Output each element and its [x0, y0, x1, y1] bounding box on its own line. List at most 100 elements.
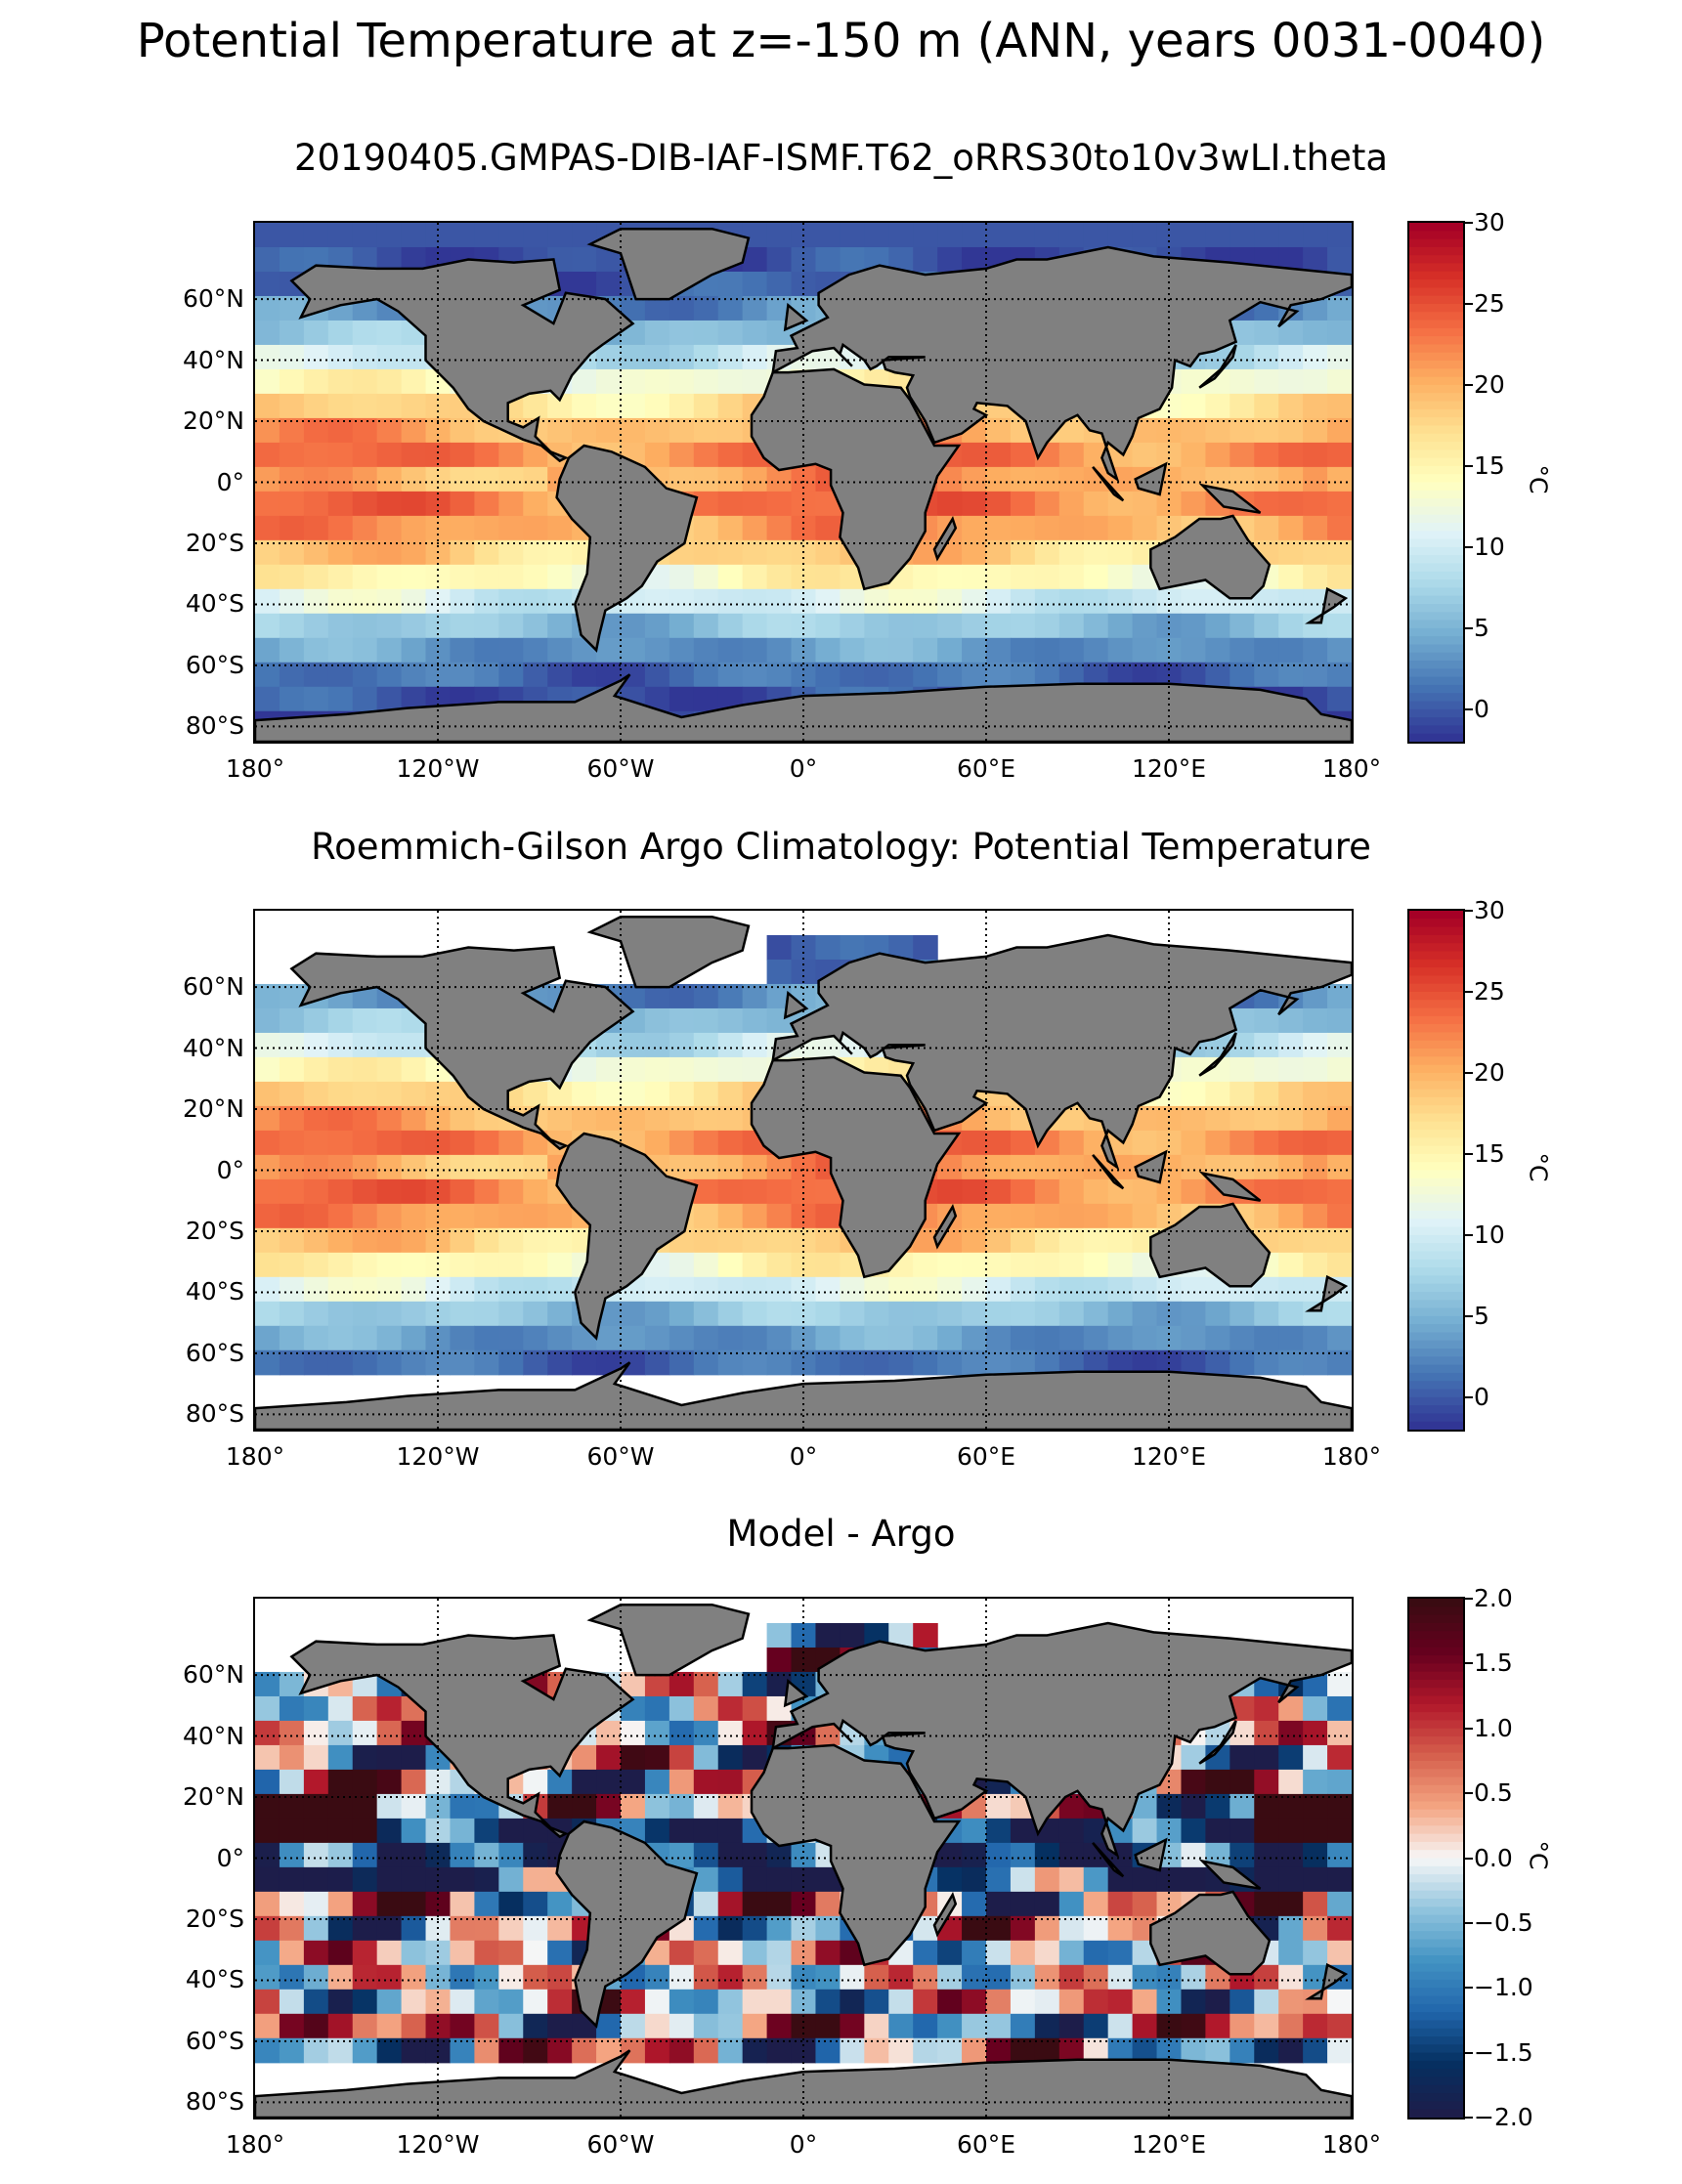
heat-cell: [1181, 368, 1206, 395]
heat-cell: [1303, 1154, 1328, 1180]
heat-cell: [1278, 2013, 1304, 2039]
heat-cell: [864, 637, 889, 664]
heat-cell: [1327, 1940, 1352, 1966]
colorbar-segment: [1409, 1275, 1463, 1285]
heat-cell: [498, 613, 524, 639]
heat-cell: [572, 1105, 597, 1132]
heat-cell: [791, 1325, 817, 1351]
heat-cell: [327, 1964, 354, 1991]
heat-cell: [1254, 417, 1279, 444]
heat-cell: [1278, 1866, 1304, 1893]
colorbar-tick: [1465, 990, 1473, 993]
x-tick-label: 0°: [789, 2130, 818, 2159]
heat-cell: [668, 1301, 695, 1327]
heat-cell: [962, 564, 987, 590]
heat-cell: [376, 2013, 403, 2039]
heat-cell: [1083, 539, 1109, 566]
heat-cell: [523, 662, 548, 688]
heat-cell: [303, 1154, 329, 1180]
heat-cell: [303, 1349, 329, 1376]
heat-cell: [742, 1964, 768, 1991]
heat-cell: [572, 1769, 597, 1795]
heat-cell: [279, 1891, 305, 1917]
heat-cell: [1205, 613, 1230, 639]
heat-cell: [352, 1744, 378, 1771]
heat-cell: [279, 1276, 305, 1303]
heat-cell: [1205, 1105, 1230, 1132]
colorbar-segment: [1409, 661, 1463, 670]
heat-cell: [1278, 1842, 1304, 1868]
colorbar-segment: [1409, 2044, 1463, 2054]
heat-cell: [693, 417, 719, 444]
heat-cell: [1278, 1891, 1304, 1917]
heat-cell: [450, 1915, 475, 1942]
heat-cell: [1327, 223, 1352, 248]
heat-cell: [523, 1325, 548, 1351]
heat-cell: [401, 466, 427, 492]
colorbar-segment: [1409, 255, 1463, 265]
heat-cell: [572, 662, 597, 688]
heat-cell: [401, 1203, 427, 1229]
heat-cell: [717, 588, 744, 615]
heat-cell: [376, 1720, 403, 1746]
heat-cell: [717, 491, 744, 517]
heat-cell: [1132, 1818, 1158, 1844]
panel-title-argo: Roemmich-Gilson Argo Climatology: Potent…: [311, 826, 1371, 868]
heat-cell: [401, 588, 427, 615]
heat-cell: [1034, 1276, 1060, 1303]
heat-cell: [1229, 1325, 1255, 1351]
heat-cell: [644, 1769, 670, 1795]
heat-cell: [815, 1252, 841, 1278]
heat-cell: [1034, 662, 1060, 688]
colorbar-segment: [1409, 1671, 1463, 1681]
heat-cell: [474, 1154, 499, 1180]
heat-cell: [523, 393, 548, 419]
heat-cell: [1327, 368, 1352, 395]
x-tick-label: 60°E: [956, 2130, 1016, 2159]
heat-cell: [1278, 1276, 1304, 1303]
heat-cell: [1327, 686, 1352, 712]
heat-cell: [279, 1325, 305, 1351]
heat-cell: [1034, 1178, 1060, 1205]
colorbar-segment: [1409, 1688, 1463, 1697]
heat-cell: [303, 1818, 329, 1844]
heat-cell: [474, 442, 499, 468]
heat-cell: [327, 1105, 354, 1132]
heat-cell: [1034, 1349, 1060, 1376]
heat-cell: [1254, 1842, 1279, 1868]
heat-cell: [401, 1769, 427, 1795]
heat-cell: [255, 2037, 280, 2064]
heat-cell: [742, 1227, 768, 1254]
colorbar-tick-label: 5: [1474, 613, 1489, 642]
heat-cell: [1034, 1301, 1060, 1327]
land-polygon: [586, 915, 751, 989]
heat-cell: [1303, 1915, 1328, 1942]
heat-cell: [1278, 1081, 1304, 1107]
heat-cell: [888, 2037, 914, 2064]
heat-cell: [1254, 2013, 1279, 2039]
heat-cell: [376, 223, 403, 248]
heat-cell: [450, 564, 475, 590]
colorbar-segment: [1409, 701, 1463, 710]
heat-cell: [1254, 1301, 1279, 1327]
colorbar-segment: [1409, 2069, 1463, 2078]
heat-cell: [498, 223, 524, 248]
heat-cell: [766, 1866, 793, 1893]
heat-cell: [523, 1964, 548, 1991]
land-polygon: [932, 1892, 958, 1938]
heat-cell: [888, 613, 914, 639]
colorbar-segment: [1409, 1291, 1463, 1302]
heat-cell: [766, 491, 793, 517]
heat-cell: [962, 442, 987, 468]
heat-cell: [1132, 1203, 1158, 1229]
heat-cell: [1278, 417, 1304, 444]
heat-cell: [693, 1769, 719, 1795]
colorbar-segment: [1409, 376, 1463, 386]
heat-cell: [474, 2037, 499, 2064]
heat-cell: [693, 295, 719, 321]
land-polygon: [1305, 1962, 1349, 2000]
heat-cell: [1254, 588, 1279, 615]
heat-cell: [376, 1866, 403, 1893]
heat-cell: [644, 1964, 670, 1991]
heat-cell: [596, 1720, 622, 1746]
